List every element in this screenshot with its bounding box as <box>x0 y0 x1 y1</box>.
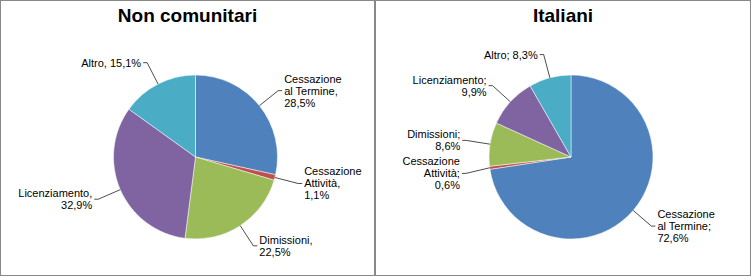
svg-text:Dimissioni,22,5%: Dimissioni,22,5% <box>259 234 312 258</box>
svg-text:Altro, 15,1%: Altro, 15,1% <box>81 57 141 69</box>
svg-text:Cessazioneal Termine,28,5%: Cessazioneal Termine,28,5% <box>284 73 341 109</box>
html-text:Italiani: Italiani <box>532 5 594 26</box>
svg-text:CessazioneAttività,1,1%: CessazioneAttività,1,1% <box>304 165 361 201</box>
svg-text:Altro; 8,3%: Altro; 8,3% <box>484 49 538 61</box>
svg-text:CessazioneAttività;0,6%: CessazioneAttività;0,6% <box>402 155 460 191</box>
svg-text:Cessazioneal Termine;72,6%: Cessazioneal Termine;72,6% <box>657 208 714 244</box>
svg-text:Licenziamento,32,9%: Licenziamento,32,9% <box>18 187 92 211</box>
svg-text:Dimissioni;8,6%: Dimissioni;8,6% <box>407 128 460 152</box>
html-text:Non comunitari: Non comunitari <box>117 5 258 26</box>
svg-text:Licenziamento;9,9%: Licenziamento;9,9% <box>413 74 487 98</box>
